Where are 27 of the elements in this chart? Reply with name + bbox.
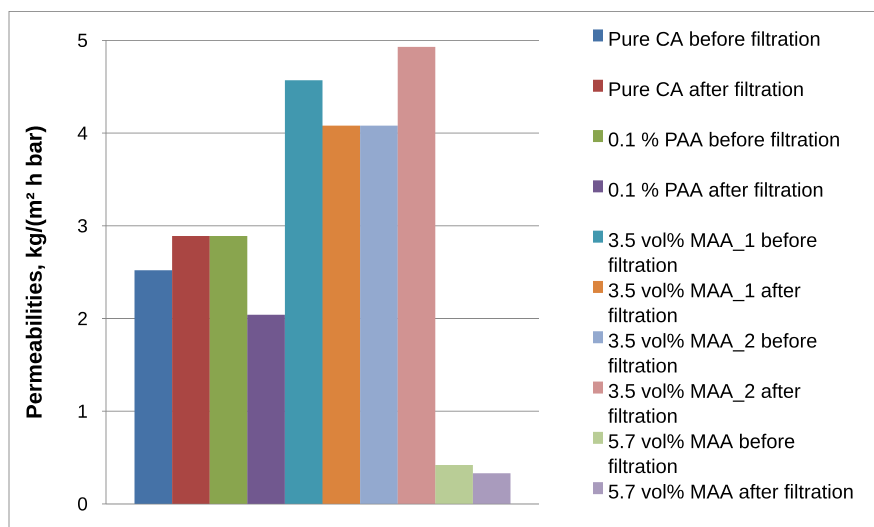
y-tick-label: 0 [78, 497, 88, 511]
bar [322, 126, 360, 504]
y-axis-title: Permeabilities, kg/(m² h bar) [26, 126, 46, 418]
bar [435, 464, 473, 504]
bar [398, 46, 436, 504]
legend-label: 0.1 % PAA before filtration [608, 132, 839, 147]
legend-label: Pure CA after filtration [610, 82, 803, 96]
y-tick-label: 3 [78, 219, 87, 233]
y-tick-label: 4 [78, 126, 88, 140]
legend-label: 3.5 vol% MAA_2 before filtration [608, 333, 816, 373]
y-tick-label: 5 [78, 34, 88, 48]
bar [172, 236, 210, 504]
legend-label: Pure CA before filtration [610, 31, 820, 46]
bar [210, 236, 248, 504]
bar [284, 80, 323, 504]
bar [134, 270, 172, 504]
legend-label: 0.1 % PAA after filtration [608, 182, 822, 197]
legend-label: 5.7 vol% MAA before filtration [608, 434, 794, 474]
bar [360, 126, 398, 504]
legend-label: 5.7 vol% MAA after filtration [608, 484, 853, 499]
legend-label: 3.5 vol% MAA_1 before filtration [608, 232, 816, 272]
legend-label: 3.5 vol% MAA_2 after filtration [608, 383, 800, 423]
bar [247, 314, 285, 504]
bar [472, 473, 511, 504]
legend-label: 3.5 vol% MAA_1 after filtration [608, 282, 800, 322]
y-tick-label: 2 [78, 312, 87, 326]
y-tick-label: 1 [78, 404, 87, 418]
